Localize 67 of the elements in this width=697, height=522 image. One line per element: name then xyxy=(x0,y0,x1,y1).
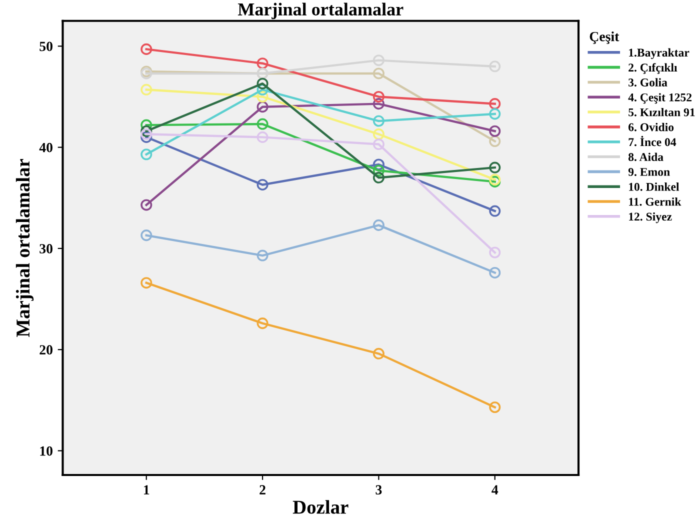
legend-label: 3. Golia xyxy=(628,78,668,87)
x-tick-label: 1 xyxy=(144,485,150,494)
point xyxy=(372,172,384,184)
point xyxy=(140,199,152,211)
point xyxy=(372,219,384,231)
point xyxy=(256,250,268,262)
point xyxy=(256,178,268,190)
legend-title: Çeşit xyxy=(590,32,620,44)
point xyxy=(140,119,152,131)
point xyxy=(256,90,268,103)
x-tick-label: 4 xyxy=(492,485,498,494)
legend-label: 12. Siyez xyxy=(629,212,672,224)
point xyxy=(372,90,384,103)
point xyxy=(256,118,268,130)
point xyxy=(140,128,152,140)
x-axis-title: Dozlar xyxy=(292,500,348,514)
point xyxy=(372,158,384,170)
y-tick-label: 20 xyxy=(40,345,52,355)
point xyxy=(489,135,501,148)
point xyxy=(489,60,501,72)
point xyxy=(140,125,152,137)
y-tick-label: 40 xyxy=(39,142,52,152)
y-axis-title: Marjinal ortalamalar xyxy=(16,159,34,337)
legend-label: 10. Dinkel xyxy=(629,182,680,191)
point xyxy=(256,101,268,113)
point xyxy=(372,98,384,110)
point xyxy=(489,205,501,217)
point xyxy=(489,246,501,258)
point xyxy=(256,78,268,90)
point xyxy=(140,277,152,289)
x-tick-label: 3 xyxy=(376,485,382,495)
legend-label: 7. İnce 04 xyxy=(628,136,676,146)
point xyxy=(140,84,152,96)
point xyxy=(489,266,501,278)
point xyxy=(489,125,501,137)
point xyxy=(140,230,152,242)
point xyxy=(489,401,501,414)
x-tick-label: 2 xyxy=(260,485,266,494)
point xyxy=(256,58,268,70)
legend-label: 8. Aida xyxy=(628,152,664,162)
point xyxy=(372,68,384,80)
point xyxy=(256,131,268,143)
point xyxy=(489,162,501,174)
point xyxy=(140,131,152,143)
point xyxy=(372,115,384,127)
point xyxy=(256,318,268,330)
point xyxy=(489,98,501,110)
y-tick-label: 50 xyxy=(40,42,52,52)
legend-label: 1.Bayraktar xyxy=(629,48,690,60)
point xyxy=(372,348,384,360)
point xyxy=(372,54,384,66)
point xyxy=(372,138,384,150)
legend-label: 9. Emon xyxy=(628,168,670,176)
point xyxy=(372,164,384,176)
point xyxy=(372,128,384,140)
y-tick-label: 30 xyxy=(40,244,52,254)
chart-title: Marjinal ortalamalar xyxy=(238,2,404,20)
legend-label: 6. Ovidio xyxy=(628,122,674,132)
y-tick-label: 10 xyxy=(40,446,52,456)
point xyxy=(489,108,501,120)
legend-label: 4. Çeşit 1252 xyxy=(628,93,692,104)
point xyxy=(140,148,152,160)
point xyxy=(256,84,268,96)
legend-label: 5. Kızıltan 91 xyxy=(628,108,695,116)
point xyxy=(140,43,152,55)
legend-label: 2. Çıfçıklı xyxy=(628,63,678,74)
legend-label: 11. Gernik xyxy=(629,197,682,206)
